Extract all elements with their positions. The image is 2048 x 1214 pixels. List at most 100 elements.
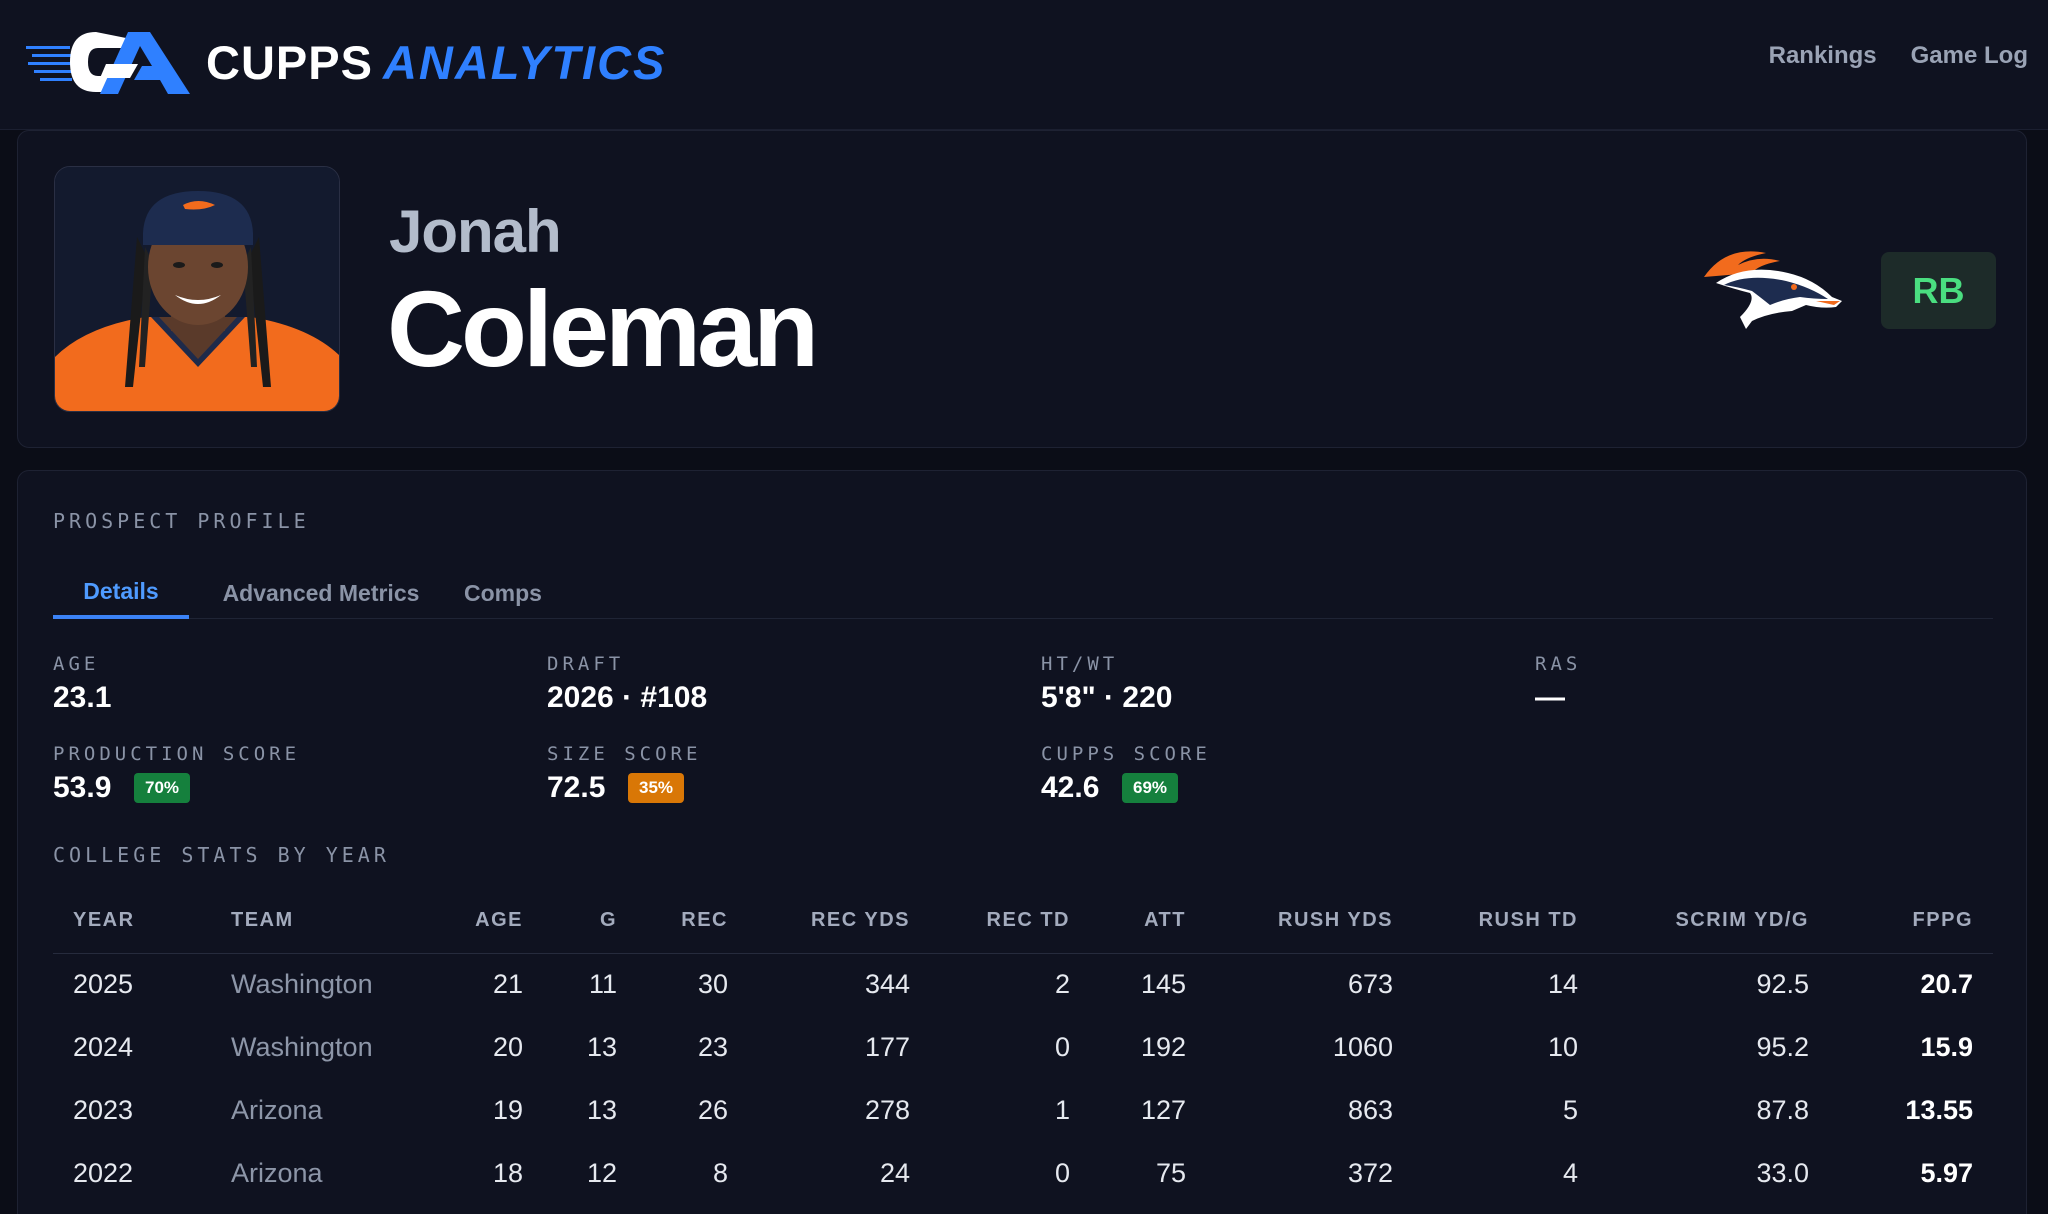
cell-scrim-ydg: 95.2 [1756,1032,1809,1062]
cell-rec-yds: 177 [864,1032,910,1062]
section-title: PROSPECT PROFILE [53,509,310,533]
percentile-badge-production: 70% [134,773,191,803]
college-stats-title: COLLEGE STATS BY YEAR [53,843,390,867]
stat-label-size-score: SIZE SCORE [547,743,702,765]
player-first-name: Jonah [389,198,562,265]
column-header-rec-td[interactable]: REC TD [930,889,1090,954]
tab-details[interactable]: Details [53,567,189,619]
brand-logo[interactable]: CUPPS ANALYTICS [26,24,666,100]
column-header-att[interactable]: ATT [1090,889,1206,954]
table-row: 2023 Arizona 19 13 26 278 1 127 863 5 87… [53,1079,1993,1142]
cell-rush-yds: 1060 [1332,1032,1393,1062]
cell-age: 18 [492,1158,523,1188]
cell-rec-td: 2 [1054,969,1070,1000]
cell-team: Arizona [231,1158,323,1188]
stat-value-age: 23.1 [53,681,112,714]
table-row: 2025 Washington 21 11 30 344 2 145 673 1… [53,953,1993,1016]
tab-advanced-metrics[interactable]: Advanced Metrics [222,579,420,606]
cell-rush-yds: 372 [1347,1158,1393,1188]
column-header-rec-yds[interactable]: REC YDS [748,889,930,954]
stat-label-production-score: PRODUCTION SCORE [53,743,301,765]
cell-rec-td: 0 [1054,1032,1070,1062]
cell-fppg: 13.55 [1905,1095,1973,1125]
cell-rec: 26 [697,1095,728,1125]
prospect-profile-panel: PROSPECT PROFILE Details Advanced Metric… [17,470,2027,1214]
table-row: 2022 Arizona 18 12 8 24 0 75 372 4 33.0 … [53,1142,1993,1205]
column-header-team[interactable]: TEAM [211,889,451,954]
cell-age: 21 [492,969,523,1000]
stat-label-cupps-score: CUPPS SCORE [1041,743,1211,765]
stat-value-cupps-score: 42.6 [1041,771,1100,804]
table-header-row: YEAR TEAM AGE G REC REC YDS REC TD ATT R… [53,889,1993,954]
cell-team: Washington [231,1032,373,1062]
broncos-horse-logo-icon [1704,251,1842,329]
cell-year: 2024 [73,1032,134,1062]
player-headshot [54,166,340,412]
cell-rec: 30 [697,969,728,1000]
cell-att: 145 [1140,969,1186,1000]
cell-scrim-ydg: 87.8 [1756,1095,1809,1125]
cell-games: 11 [588,969,617,1000]
position-badge: RB [1881,252,1996,329]
stat-value-htwt: 5'8" · 220 [1041,681,1173,714]
nav-links: Rankings Game Log [1769,42,2028,70]
cell-rush-td: 14 [1547,969,1578,1000]
cell-rush-yds: 863 [1347,1095,1393,1125]
cell-rec-yds: 24 [879,1158,910,1188]
cell-games: 13 [586,1032,617,1062]
cell-rush-td: 5 [1562,1095,1578,1125]
cupps-analytics-logo-icon [26,32,190,94]
college-stats-table: YEAR TEAM AGE G REC REC YDS REC TD ATT R… [53,889,1993,1205]
cell-scrim-ydg: 33.0 [1756,1158,1809,1188]
column-header-rec[interactable]: REC [637,889,748,954]
cell-age: 20 [492,1032,523,1062]
player-header-card: Jonah Coleman RB [17,130,2027,448]
column-header-rush-td[interactable]: RUSH TD [1413,889,1598,954]
percentile-badge-size: 35% [628,773,685,803]
stat-value-draft: 2026 · #108 [547,681,708,714]
profile-tabs: Details Advanced Metrics Comps [53,567,1993,619]
cell-year: 2025 [73,969,134,1000]
table-row: 2024 Washington 20 13 23 177 0 192 1060 … [53,1016,1993,1079]
cell-year: 2023 [73,1095,134,1125]
player-headshot-image [55,167,339,411]
brand-name: CUPPS ANALYTICS [206,35,666,90]
column-header-rush-yds[interactable]: RUSH YDS [1206,889,1413,954]
stat-label-draft: DRAFT [547,653,625,675]
percentile-badge-cupps: 69% [1122,773,1179,803]
cell-rec-td: 1 [1054,1095,1070,1125]
column-header-age[interactable]: AGE [451,889,543,954]
tab-comps[interactable]: Comps [464,579,542,606]
cell-fppg: 15.9 [1920,1032,1973,1062]
stat-value-ras: — [1535,681,1565,714]
cell-team: Washington [231,969,373,1000]
cell-year: 2022 [73,1158,134,1188]
stat-value-size-score: 72.5 [547,771,606,804]
brand-name-primary: CUPPS [206,35,373,89]
stat-label-ras: RAS [1535,653,1582,675]
nav-link-game-log[interactable]: Game Log [1910,42,2028,69]
cell-scrim-ydg: 92.5 [1756,969,1809,1000]
cell-att: 75 [1155,1158,1186,1188]
nav-link-rankings[interactable]: Rankings [1768,42,1877,69]
cell-rec-yds: 344 [864,969,910,1000]
cell-rec-yds: 278 [864,1095,910,1125]
cell-rec: 8 [712,1158,728,1188]
cell-att: 127 [1140,1095,1186,1125]
player-last-name: Coleman [387,268,819,389]
cell-age: 19 [492,1095,523,1125]
cell-rush-td: 4 [1562,1158,1578,1188]
cell-games: 12 [586,1158,617,1188]
cell-rec-td: 0 [1054,1158,1070,1188]
stat-value-production-score: 53.9 [53,771,112,804]
top-nav: CUPPS ANALYTICS Rankings Game Log [0,0,2048,130]
cell-fppg: 20.7 [1920,969,1973,1000]
cell-games: 13 [586,1095,617,1125]
column-header-fppg[interactable]: FPPG [1829,889,1993,954]
brand-name-secondary: ANALYTICS [382,35,667,89]
column-header-games[interactable]: G [543,889,637,954]
column-header-scrim-ydg[interactable]: SCRIM YD/G [1598,889,1829,954]
cell-team: Arizona [231,1095,323,1125]
column-header-year[interactable]: YEAR [53,889,211,954]
cell-rush-td: 10 [1547,1032,1578,1062]
